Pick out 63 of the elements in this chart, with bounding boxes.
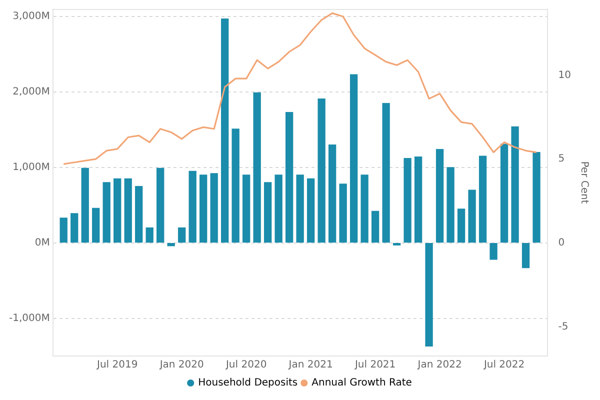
y-tick-label: 1,000M [12,162,50,174]
y2-axis-title: Per Cent [578,161,590,204]
x-tick-label: Jul 2020 [224,360,267,371]
bar [124,178,132,243]
bar [156,168,164,243]
bar [425,243,433,347]
bar [500,144,508,243]
bar [242,174,250,243]
bar [146,227,154,243]
bar [404,158,412,243]
bar [178,227,186,243]
bar [135,186,143,243]
y2-tick-label: -5 [558,321,568,332]
bar [285,112,294,243]
bar [490,243,498,260]
bar [188,170,196,243]
bar [328,144,336,243]
bar [102,182,110,243]
bar [468,190,476,243]
y-tick-label: 3,000M [12,11,50,22]
bar [318,98,326,243]
bar [253,92,261,243]
bar [274,174,282,243]
y-tick-label: 2,000M [12,86,50,98]
y-tick-label: -1,000M [8,312,50,324]
y-tick-label: 0M [34,237,50,248]
y2-tick-label: 10 [558,70,572,81]
bar [446,167,454,243]
bar [382,102,390,243]
bar [371,210,380,243]
bar [70,213,78,243]
x-tick-label: Jul 2021 [354,360,396,371]
y2-tick-label: 0 [558,237,565,248]
bar [532,152,540,243]
y2-tick-label: 5 [558,154,565,165]
bar [414,156,422,243]
legend-label: Household Deposits [198,378,298,389]
x-tick-label: Jul 2019 [96,360,138,371]
bar [167,243,175,246]
x-tick-label: Jan 2022 [416,360,462,371]
bar [264,182,272,243]
bar [350,74,358,243]
bar [221,18,229,243]
x-tick-label: Jul 2022 [482,360,525,371]
legend-label: Annual Growth Rate [312,378,412,389]
bar [306,178,315,243]
bar [522,243,530,268]
bar [92,208,100,243]
bar [60,218,68,243]
bar [478,156,487,243]
bar [457,208,466,243]
x-tick-label: Jan 2020 [158,360,204,371]
bar [360,174,368,243]
bar [511,126,519,243]
bar [81,168,89,243]
bar [210,173,218,243]
x-tick-label: Jan 2021 [288,360,333,371]
bar [114,178,122,243]
bar [296,174,304,243]
bar [339,184,347,243]
bar [200,174,208,243]
bar [232,128,240,243]
bar [436,148,444,243]
